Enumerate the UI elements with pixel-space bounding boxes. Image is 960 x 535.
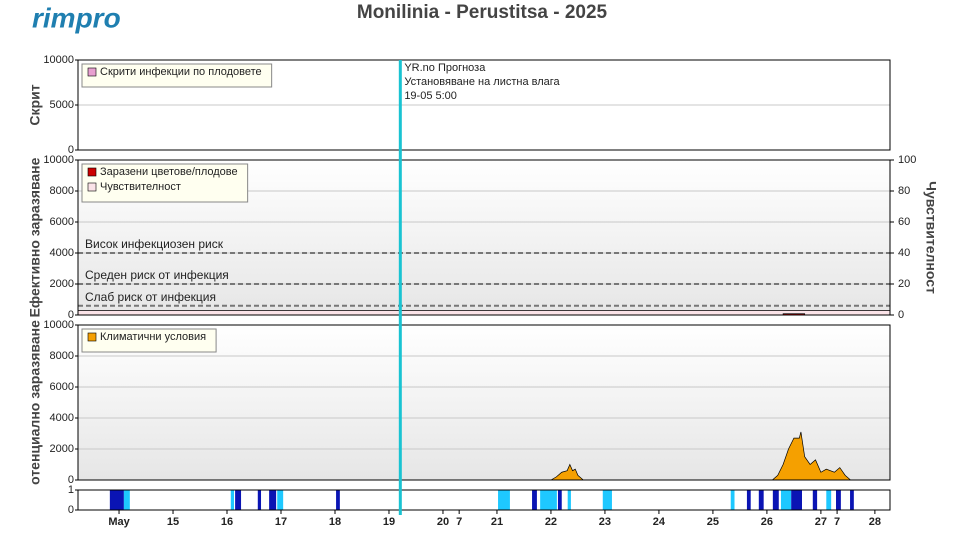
area: [77, 310, 891, 316]
wetness-bar: [336, 490, 340, 510]
legend-label: Заразени цветове/плодове: [100, 166, 238, 178]
x-tick-label: 21: [491, 516, 503, 528]
wetness-bar: [826, 490, 832, 510]
y2-tick-label: 60: [898, 216, 910, 228]
panel-frame: [77, 59, 891, 151]
wetness-bar: [277, 490, 284, 510]
y-tick-label: 10000: [43, 54, 74, 66]
y-tick-label: 4000: [50, 247, 74, 259]
y-axis-label: Скрит: [27, 84, 43, 125]
x-tick-label: May: [108, 516, 130, 528]
wetness-bar: [532, 490, 537, 510]
y-tick-label: 2000: [50, 278, 74, 290]
wetness-bar: [269, 490, 277, 510]
legend: Скрити инфекции по плодовете: [81, 63, 273, 88]
legend-swatch: [87, 67, 97, 77]
x-tick-label: 15: [167, 516, 179, 528]
threshold-label: Слаб риск от инфекция: [85, 290, 216, 304]
wetness-bar: [567, 490, 571, 510]
y2-tick-label: 0: [898, 309, 904, 321]
y-tick-label: 10000: [43, 319, 74, 331]
y-tick-label: 1: [68, 484, 74, 496]
legend-swatch: [87, 167, 97, 177]
panel-frame: [77, 324, 891, 481]
wetness-bar: [540, 490, 557, 510]
x-tick-label: 24: [653, 516, 666, 528]
y-tick-label: 0: [68, 309, 74, 321]
y-axis-label: отенциално заразяване: [27, 320, 43, 485]
legend: Заразени цветове/плодове Чувствителност: [81, 163, 249, 203]
y2-tick-label: 100: [898, 154, 916, 166]
legend-swatch: [87, 332, 97, 342]
y-tick-label: 0: [68, 504, 74, 516]
legend-label: Скрити инфекции по плодовете: [100, 66, 262, 78]
x-tick-label: 26: [761, 516, 773, 528]
x-tick-label: 7: [834, 516, 840, 528]
chart-title: Monilinia - Perustitsa - 2025: [357, 2, 608, 23]
y-tick-label: 6000: [50, 216, 74, 228]
y-tick-label: 5000: [50, 99, 74, 111]
wetness-bar: [850, 490, 854, 510]
x-tick-label: 17: [275, 516, 287, 528]
wetness-bar: [257, 490, 262, 510]
y-tick-label: 4000: [50, 412, 74, 424]
legend-box: [81, 328, 217, 353]
wetness-bar: [109, 490, 124, 510]
panel-background: [78, 490, 890, 510]
x-tick-label: 20: [437, 516, 449, 528]
wetness-bar: [758, 490, 764, 510]
y-tick-label: 0: [68, 144, 74, 156]
legend-swatch: [87, 182, 97, 192]
panel-frame: [77, 489, 891, 511]
area: [549, 431, 852, 481]
wetness-bar: [780, 490, 792, 510]
x-tick-label: 27: [815, 516, 827, 528]
wetness-bar: [498, 490, 510, 510]
threshold-label: Висок инфекциозен риск: [85, 237, 224, 251]
y-tick-label: 8000: [50, 350, 74, 362]
y2-tick-label: 40: [898, 247, 910, 259]
y2-tick-label: 20: [898, 278, 910, 290]
wetness-bar: [746, 490, 751, 510]
logo: rimpro: [32, 2, 121, 33]
wetness-bar: [235, 490, 242, 510]
legend: Климатични условия: [81, 328, 217, 353]
wetness-bar: [772, 490, 779, 510]
legend-box: [81, 163, 249, 203]
wetness-bar: [123, 490, 130, 510]
y-tick-label: 6000: [50, 381, 74, 393]
x-tick-label: 23: [599, 516, 611, 528]
x-tick-label: 7: [456, 516, 462, 528]
y-tick-label: 8000: [50, 185, 74, 197]
x-tick-label: 16: [221, 516, 233, 528]
wetness-bar: [812, 490, 818, 510]
x-tick-label: 28: [869, 516, 881, 528]
x-tick-label: 25: [707, 516, 719, 528]
legend-label: Чувствителност: [100, 181, 181, 193]
x-tick-label: 22: [545, 516, 557, 528]
x-tick-label: 19: [383, 516, 395, 528]
y-tick-label: 0: [68, 474, 74, 486]
y-tick-label: 2000: [50, 443, 74, 455]
forecast-label: Установяване на листна влага: [404, 76, 560, 88]
legend-box: [81, 63, 273, 88]
panel-frame: [77, 159, 891, 316]
wetness-bar: [602, 490, 612, 510]
wetness-bar: [730, 490, 735, 510]
y-axis-label: Ефективно заразяване: [27, 157, 43, 317]
forecast-label: YR.no Прогноза: [404, 62, 486, 74]
legend-label: Климатични условия: [100, 331, 206, 343]
y2-axis-label: Чувствителност: [923, 181, 939, 294]
wetness-bar: [230, 490, 235, 510]
threshold-label: Среден риск от инфекция: [85, 268, 229, 282]
wetness-bar: [836, 490, 841, 510]
y-tick-label: 10000: [43, 154, 74, 166]
wetness-bar: [557, 490, 562, 510]
wetness-bar: [791, 490, 802, 510]
x-tick-label: 18: [329, 516, 341, 528]
y2-tick-label: 80: [898, 185, 910, 197]
forecast-label: 19-05 5:00: [404, 90, 457, 102]
